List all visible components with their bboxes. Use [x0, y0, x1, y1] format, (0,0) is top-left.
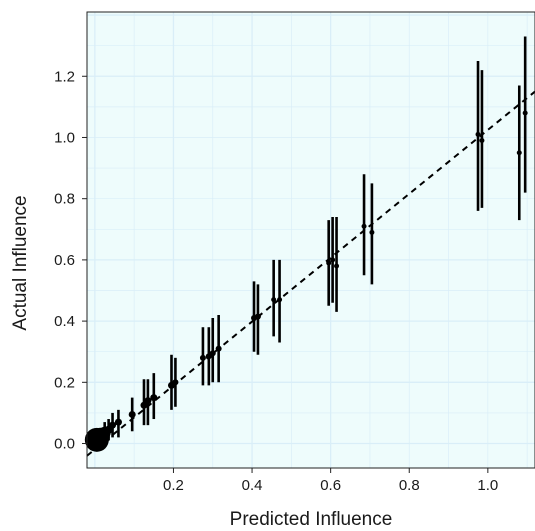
y-tick-label: 0.2 [54, 374, 75, 391]
data-point [522, 110, 528, 116]
data-point [144, 397, 152, 405]
y-tick-label: 0.0 [54, 436, 75, 453]
x-tick-label: 0.2 [163, 477, 184, 494]
y-tick-label: 0.8 [54, 191, 75, 208]
y-axis-ticks: 0.0 0.2 0.4 0.6 0.8 1.0 1.2 [54, 68, 87, 453]
plot-panel [87, 12, 535, 468]
x-axis-ticks: 0.2 0.4 0.6 0.8 1.0 [163, 468, 498, 494]
data-point [326, 260, 332, 266]
data-point [128, 410, 136, 418]
data-point [140, 401, 148, 409]
data-point [114, 418, 122, 426]
data-point [150, 394, 158, 402]
data-point [330, 257, 336, 263]
x-tick-label: 0.4 [242, 477, 263, 494]
data-point [516, 150, 522, 156]
y-tick-label: 0.4 [54, 313, 75, 330]
data-points [84, 110, 528, 452]
grid-lines [87, 12, 535, 468]
x-tick-label: 0.8 [399, 477, 420, 494]
x-tick-label: 0.6 [320, 477, 341, 494]
x-axis-title: Predicted Influence [230, 509, 393, 530]
data-point [215, 345, 222, 352]
data-point [361, 223, 367, 229]
data-point [109, 421, 117, 429]
data-point [199, 354, 206, 361]
data-point [369, 229, 375, 235]
reference-line [86, 90, 535, 457]
x-tick-label: 1.0 [477, 477, 498, 494]
data-point [277, 297, 283, 303]
plot-frame [86, 11, 535, 469]
data-point [475, 131, 481, 137]
data-point [209, 350, 216, 357]
y-tick-label: 1.2 [54, 68, 75, 85]
y-tick-label: 1.0 [54, 129, 75, 146]
data-point [271, 297, 277, 303]
y-tick-label: 0.6 [54, 252, 75, 269]
data-point [479, 138, 485, 144]
data-point [334, 263, 340, 269]
data-point [172, 379, 179, 386]
y-axis-title: Actual Influence [10, 195, 31, 330]
data-point [254, 313, 261, 320]
